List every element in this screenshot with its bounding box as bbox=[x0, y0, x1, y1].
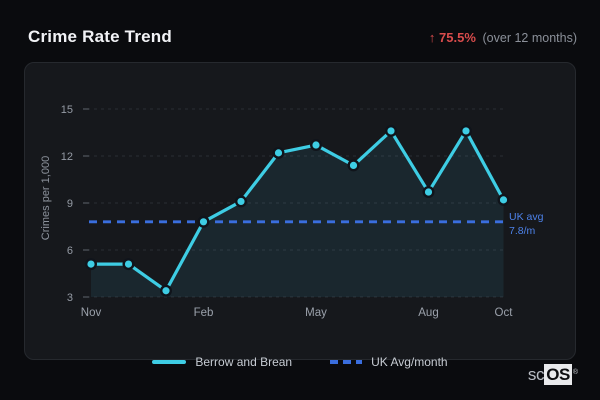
registered-trademark-icon: ® bbox=[572, 369, 578, 376]
legend-item-uk-avg: UK Avg/month bbox=[330, 355, 448, 369]
trend-up-arrow-icon: ↑ bbox=[428, 30, 436, 45]
logo-box: OS bbox=[544, 364, 572, 385]
area-fill bbox=[91, 130, 504, 297]
data-point-marker bbox=[197, 215, 210, 228]
legend-label: Berrow and Brean bbox=[195, 355, 293, 369]
solid-line-swatch-icon bbox=[152, 360, 187, 364]
y-tick-label: 12 bbox=[61, 151, 73, 163]
data-point-marker bbox=[385, 124, 398, 137]
y-tick-label: 9 bbox=[67, 198, 73, 210]
crime-rate-line bbox=[89, 129, 506, 293]
x-tick-label: May bbox=[305, 307, 327, 319]
legend-item-berrow-and-brean: Berrow and Brean bbox=[152, 355, 292, 369]
scos-logo: sc OS ® bbox=[528, 364, 578, 385]
data-point-marker bbox=[272, 146, 285, 159]
chart-legend: Berrow and Brean UK Avg/month bbox=[0, 355, 600, 369]
uk-avg-annotation-line2: 7.8/m bbox=[509, 225, 536, 237]
y-tick-label: 3 bbox=[67, 292, 73, 304]
page-title: Crime Rate Trend bbox=[28, 27, 172, 46]
y-tick-label: 15 bbox=[61, 104, 73, 116]
data-point-marker bbox=[234, 195, 247, 208]
x-tick-label: Nov bbox=[81, 307, 102, 319]
dashed-line-swatch-icon bbox=[330, 360, 363, 364]
data-point-marker bbox=[347, 159, 360, 172]
data-point-marker bbox=[497, 193, 510, 206]
x-tick-label: Feb bbox=[194, 307, 214, 319]
trend-line-chart: 3 6 9 12 15 Nov Feb May Aug Oct bbox=[61, 104, 514, 319]
data-point-marker bbox=[310, 139, 323, 152]
logo-prefix: sc bbox=[527, 365, 545, 384]
y-tick-label: 6 bbox=[67, 245, 73, 257]
legend-label: UK Avg/month bbox=[371, 355, 448, 369]
trend-value: 75.5% bbox=[439, 30, 476, 45]
trend-caption: (over 12 months) bbox=[482, 31, 577, 45]
x-tick-label: Oct bbox=[495, 307, 514, 319]
uk-avg-annotation-line1: UK avg bbox=[509, 211, 544, 223]
uk-avg-annotation: UK avg 7.8/m bbox=[509, 210, 543, 238]
data-point-marker bbox=[159, 284, 172, 297]
data-point-marker bbox=[85, 258, 98, 271]
data-point-marker bbox=[422, 186, 435, 199]
data-point-marker bbox=[460, 124, 473, 137]
trend-indicator: ↑ 75.5% (over 12 months) bbox=[429, 30, 577, 45]
x-tick-label: Aug bbox=[418, 307, 438, 319]
crime-trend-chart-card: Crimes per 1,000 3 6 9 12 15 Nov Feb May Aug Oct … bbox=[24, 62, 576, 360]
data-point-marker bbox=[122, 258, 135, 271]
